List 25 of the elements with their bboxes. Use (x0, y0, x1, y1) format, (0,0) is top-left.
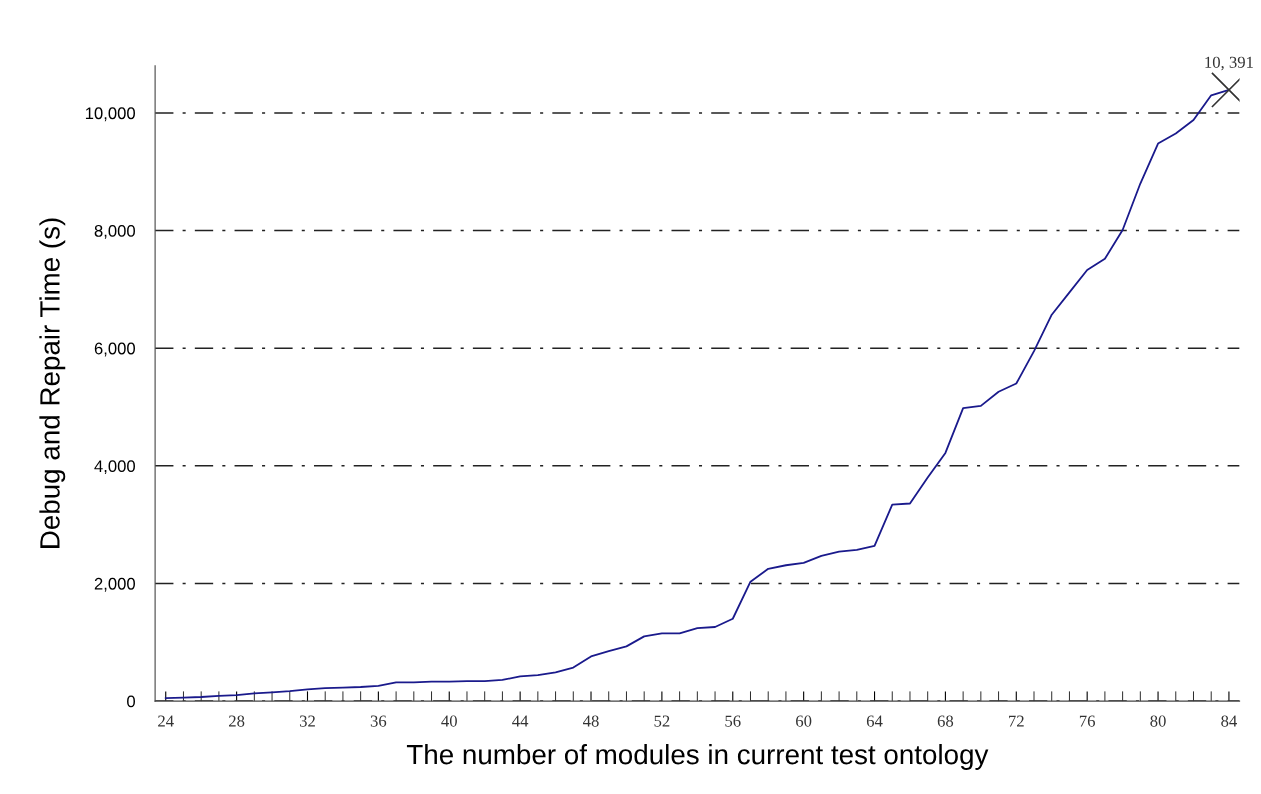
x-tick-label: 60 (796, 715, 812, 727)
y-tick-label: 0 (127, 695, 136, 708)
x-tick-label: 76 (1079, 715, 1096, 727)
x-tick-label: 44 (512, 715, 529, 727)
x-tick-label: 28 (229, 715, 245, 727)
x-tick-label: 64 (866, 715, 883, 727)
x-tick-label: 68 (937, 715, 954, 727)
x-tick-label: 48 (583, 715, 599, 727)
x-tick-label: 36 (370, 715, 387, 727)
y-tick-label: 4,000 (94, 460, 136, 475)
x-tick-label: 32 (299, 715, 315, 727)
x-tick-label: 56 (725, 715, 741, 727)
x-tick-label: 40 (441, 715, 457, 727)
y-tick-label: 8,000 (94, 224, 136, 239)
y-axis-title: Debug and Repair Time (s) (39, 218, 66, 548)
x-tick-label: 80 (1150, 715, 1166, 727)
y-tick-label: 10,000 (85, 107, 136, 122)
x-tick-label: 84 (1221, 715, 1237, 727)
x-axis-title: The number of modules in current test ontology (406, 743, 989, 770)
x-tick-label: 52 (654, 715, 670, 727)
x-tick-label: 72 (1009, 715, 1024, 727)
x-tick-label: 24 (158, 715, 174, 727)
y-tick-label: 6,000 (94, 342, 136, 357)
y-tick-label: 2,000 (94, 577, 136, 592)
annotation: 10, 391 (1205, 56, 1253, 71)
